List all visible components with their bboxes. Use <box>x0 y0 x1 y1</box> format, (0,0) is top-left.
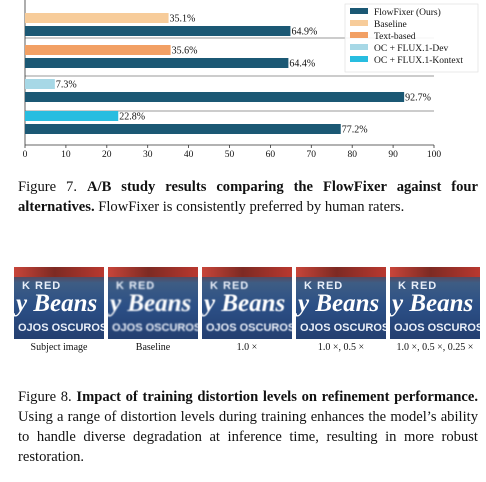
competitor-bar-label: 35.1% <box>170 14 196 25</box>
figure-8-prefix: Figure 8. <box>18 389 72 405</box>
photo-text-line3: OJOS OSCUROS <box>206 322 292 334</box>
panel-label: Subject image <box>30 342 88 353</box>
ours-bar <box>25 26 291 36</box>
legend-swatch <box>350 20 368 26</box>
scale-1-photo: K RED y Beans OJOS OSCUROS <box>202 267 292 339</box>
photo-text-line2: y Beans <box>16 290 98 317</box>
photo-text-line2: y Beans <box>204 290 286 317</box>
figure-8-title: Impact of training distortion levels on … <box>76 389 478 405</box>
competitor-bar <box>25 45 171 55</box>
photo-text-line1: K RED <box>398 280 438 292</box>
baseline-photo: K RED y Beans OJOS OSCUROS <box>108 267 198 339</box>
x-tick-label: 70 <box>307 150 317 160</box>
panel-scale-1: K RED y Beans OJOS OSCUROS 1.0 × <box>202 267 292 359</box>
ours-bar <box>25 58 289 68</box>
subject-image-photo: K RED y Beans OJOS OSCUROS <box>14 267 104 339</box>
x-tick-label: 30 <box>143 150 153 160</box>
photo-text-line1: K RED <box>22 280 62 292</box>
x-tick-label: 90 <box>388 150 398 160</box>
photo-text-line2: y Beans <box>110 290 192 317</box>
legend-label: OC + FLUX.1-Dev <box>374 44 448 54</box>
figure-7-caption: Figure 7. A/B study results comparing th… <box>18 177 478 217</box>
legend-swatch <box>350 8 368 14</box>
x-tick-label: 40 <box>184 150 194 160</box>
photo-text-line3: OJOS OSCUROS <box>112 322 198 334</box>
panel-baseline: K RED y Beans OJOS OSCUROS Baseline <box>108 267 198 359</box>
competitor-bar <box>25 79 55 89</box>
figure-8-caption: Figure 8. Impact of training distortion … <box>18 387 478 467</box>
panel-label: 1.0 ×, 0.5 × <box>317 342 365 353</box>
photo-text-line1: K RED <box>304 280 344 292</box>
panel-label: 1.0 × <box>236 342 258 353</box>
ours-bar-label: 64.9% <box>291 27 317 38</box>
figure-7-title: A/B study results comparing the FlowFixe… <box>18 179 479 215</box>
photo-text-line1: K RED <box>116 280 156 292</box>
legend-swatch <box>350 44 368 50</box>
figure-8-body: Using a range of distortion levels durin… <box>18 409 478 465</box>
panel-label: 1.0 ×, 0.5 ×, 0.25 × <box>396 342 474 353</box>
ours-bar-label: 77.2% <box>342 125 368 136</box>
competitor-bar-label: 7.3% <box>56 80 77 91</box>
legend-label: FlowFixer (Ours) <box>374 7 441 18</box>
ours-bar <box>25 124 341 134</box>
legend-label: Text-based <box>374 32 416 42</box>
scale-1-0.5-photo: K RED y Beans OJOS OSCUROS <box>296 267 386 339</box>
figure-7-body: FlowFixer is consistently preferred by h… <box>98 199 405 215</box>
legend-label: OC + FLUX.1-Kontext <box>374 56 463 66</box>
ab-study-bar-chart: 0 10 20 30 40 50 60 70 80 90 100 35.1% 64.9% 35.6% 64.… <box>23 0 479 160</box>
x-tick-label: 20 <box>102 150 112 160</box>
panel-label: Baseline <box>135 342 171 353</box>
figure-8-image-strip: K RED y Beans OJOS OSCUROS Subject image… <box>14 267 480 359</box>
legend-swatch <box>350 56 368 62</box>
panel-scale-1-0.5: K RED y Beans OJOS OSCUROS 1.0 ×, 0.5 × <box>296 267 386 359</box>
photo-text-line3: OJOS OSCUROS <box>300 322 386 334</box>
figure-7-prefix: Figure 7. <box>18 179 78 195</box>
competitor-bar-label: 22.8% <box>119 112 145 123</box>
panel-subject-image: K RED y Beans OJOS OSCUROS Subject image <box>14 267 104 359</box>
ab-study-chart: 0 10 20 30 40 50 60 70 80 90 100 35.1% 64.9% 35.6% 64.… <box>0 0 486 168</box>
photo-text-line3: OJOS OSCUROS <box>394 322 480 334</box>
legend-label: Baseline <box>374 20 407 30</box>
ours-bar <box>25 92 405 102</box>
x-tick-label: 0 <box>23 150 28 160</box>
photo-text-line2: y Beans <box>298 290 380 317</box>
scale-1-0.5-0.25-photo: K RED y Beans OJOS OSCUROS <box>390 267 480 339</box>
panel-scale-1-0.5-0.25: K RED y Beans OJOS OSCUROS 1.0 ×, 0.5 ×,… <box>390 267 480 359</box>
x-tick-label: 60 <box>266 150 276 160</box>
ours-bar-label: 64.4% <box>289 59 315 70</box>
x-tick-label: 100 <box>427 150 442 160</box>
competitor-bar-label: 35.6% <box>172 46 198 57</box>
photo-text-line2: y Beans <box>392 290 474 317</box>
competitor-bar <box>25 111 119 121</box>
legend-swatch <box>350 32 368 38</box>
x-tick-label: 50 <box>225 150 235 160</box>
x-tick-label: 80 <box>347 150 357 160</box>
x-tick-label: 10 <box>61 150 71 160</box>
photo-text-line3: OJOS OSCUROS <box>18 322 104 334</box>
photo-text-line1: K RED <box>210 280 250 292</box>
ours-bar-label: 92.7% <box>405 93 431 104</box>
competitor-bar <box>25 13 169 23</box>
